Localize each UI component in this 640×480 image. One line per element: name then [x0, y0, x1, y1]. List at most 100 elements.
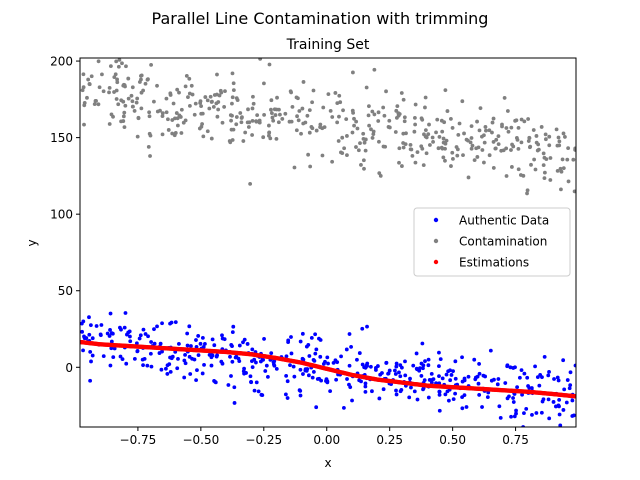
- contamination-point: [401, 145, 406, 150]
- authentic-data-point: [426, 363, 431, 368]
- authentic-data-point: [419, 374, 424, 378]
- contamination-point: [100, 72, 104, 77]
- contamination-point: [271, 118, 276, 123]
- contamination-point: [547, 143, 552, 148]
- contamination-point: [337, 114, 341, 119]
- contamination-point: [246, 107, 250, 112]
- contamination-point: [209, 136, 214, 141]
- authentic-data-point: [272, 362, 276, 367]
- contamination-point: [184, 73, 189, 78]
- contamination-point: [541, 163, 546, 168]
- contamination-point: [220, 50, 224, 54]
- contamination-point: [482, 133, 486, 138]
- contamination-point: [217, 93, 222, 98]
- authentic-data-point: [248, 374, 253, 379]
- authentic-data-point: [128, 339, 133, 344]
- contamination-point: [122, 83, 127, 88]
- contamination-point: [558, 166, 563, 171]
- y-axis-label: y: [25, 239, 39, 246]
- contamination-point: [462, 131, 466, 136]
- contamination-point: [361, 131, 366, 136]
- contamination-point: [164, 110, 169, 115]
- contamination-point: [97, 85, 102, 90]
- contamination-point: [383, 144, 388, 149]
- authentic-data-point: [570, 398, 575, 403]
- authentic-data-point: [325, 355, 330, 360]
- contamination-point: [175, 123, 180, 128]
- contamination-point: [532, 157, 537, 162]
- contamination-point: [113, 72, 118, 77]
- contamination-point: [205, 129, 210, 134]
- authentic-data-point: [483, 374, 488, 379]
- contamination-point: [107, 122, 112, 126]
- authentic-data-point: [298, 367, 303, 372]
- authentic-data-legend-label: Authentic Data: [459, 214, 549, 228]
- y-tick-label: 200: [50, 55, 73, 69]
- contamination-point: [250, 118, 255, 123]
- contamination-point: [305, 113, 310, 118]
- contamination-point: [496, 134, 501, 139]
- contamination-point: [476, 145, 481, 150]
- contamination-point: [107, 86, 112, 90]
- contamination-point: [269, 107, 273, 112]
- contamination-point: [119, 98, 124, 103]
- contamination-point: [350, 130, 355, 135]
- contamination-point: [230, 101, 234, 106]
- contamination-point: [300, 106, 305, 111]
- contamination-point: [437, 135, 442, 139]
- authentic-data-point: [311, 358, 316, 362]
- authentic-data-point: [473, 377, 478, 382]
- contamination-point: [477, 128, 482, 133]
- authentic-data-point: [307, 354, 312, 358]
- authentic-data-point: [187, 324, 192, 329]
- contamination-point: [539, 125, 544, 129]
- authentic-data-point: [355, 357, 359, 362]
- authentic-data-point: [284, 354, 289, 359]
- contamination-point: [170, 118, 175, 122]
- authentic-data-point: [363, 384, 368, 389]
- authentic-data-point: [429, 371, 434, 376]
- contamination-point: [413, 160, 418, 165]
- contamination-point: [505, 109, 510, 113]
- contamination-point: [231, 81, 236, 86]
- contamination-point: [199, 111, 204, 116]
- contamination-point: [542, 176, 547, 181]
- authentic-data-point: [209, 363, 214, 368]
- contamination-point: [482, 140, 487, 145]
- contamination-point: [526, 117, 531, 121]
- contamination-point: [86, 77, 91, 82]
- contamination-point: [216, 107, 221, 112]
- contamination-point: [449, 164, 453, 168]
- contamination-point: [229, 118, 233, 123]
- contamination-point: [115, 80, 120, 85]
- legend: Authentic Data Contamination Estimations: [413, 207, 571, 277]
- authentic-data-point: [203, 342, 207, 346]
- authentic-data-point: [309, 335, 314, 340]
- authentic-data-point: [230, 344, 234, 348]
- contamination-point: [449, 116, 453, 121]
- authentic-data-point: [546, 373, 551, 378]
- authentic-data-point: [495, 382, 500, 387]
- contamination-point: [174, 111, 179, 115]
- contamination-point: [299, 131, 303, 136]
- authentic-data-point: [533, 364, 537, 369]
- authentic-data-point: [363, 389, 368, 394]
- authentic-data-point: [433, 440, 437, 444]
- contamination-point: [320, 126, 325, 131]
- contamination-point: [214, 101, 219, 106]
- contamination-point: [114, 88, 119, 93]
- contamination-point: [120, 61, 124, 66]
- contamination-point: [85, 95, 89, 100]
- authentic-data-point: [230, 359, 235, 364]
- contamination-point: [212, 93, 217, 97]
- authentic-data-point: [314, 405, 319, 410]
- authentic-data-point: [393, 372, 398, 376]
- contamination-point: [228, 113, 233, 118]
- authentic-data-point: [310, 375, 315, 380]
- contamination-point: [461, 153, 465, 158]
- authentic-data-point: [87, 332, 92, 337]
- authentic-data-point: [266, 374, 270, 379]
- authentic-data-point: [344, 347, 349, 352]
- contamination-point: [283, 111, 288, 116]
